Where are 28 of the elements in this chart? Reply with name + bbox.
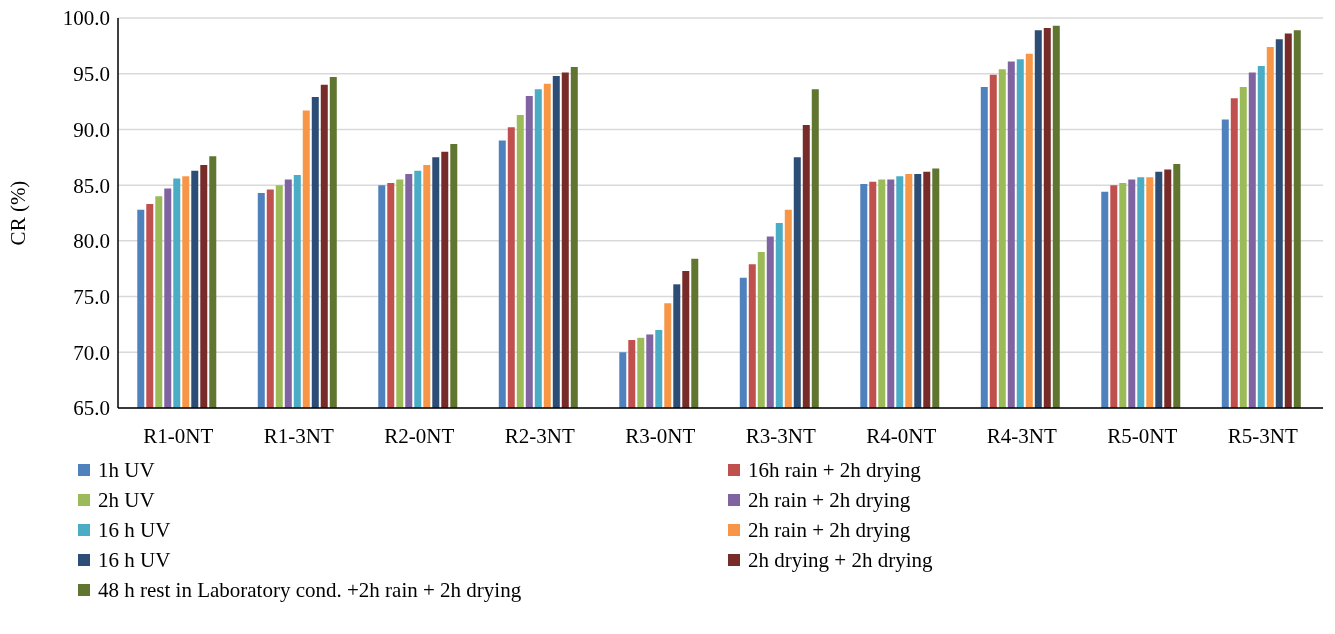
legend-label: 16h rain + 2h drying — [748, 457, 921, 483]
x-tick-label: R4-0NT — [866, 423, 937, 448]
y-tick-label: 70.0 — [73, 340, 110, 365]
x-tick-label: R1-3NT — [263, 423, 334, 448]
x-tick-label: R3-0NT — [625, 423, 696, 448]
y-tick-label: 100.0 — [62, 6, 110, 31]
x-tick-label: R5-0NT — [1107, 423, 1178, 448]
legend-label: 2h rain + 2h drying — [748, 517, 911, 543]
y-tick-label: 75.0 — [73, 285, 110, 310]
legend-label: 16 h UV — [98, 547, 171, 573]
y-tick-label: 80.0 — [73, 229, 110, 254]
legend-label: 2h UV — [98, 487, 155, 513]
legend-label: 16 h UV — [98, 517, 171, 543]
y-tick-label: 65.0 — [73, 396, 110, 421]
legend-label: 2h rain + 2h drying — [748, 487, 911, 513]
y-tick-label: 95.0 — [73, 62, 110, 87]
x-tick-label: R1-0NT — [143, 423, 214, 448]
y-axis-title: CR (%) — [6, 180, 31, 246]
y-tick-label: 85.0 — [73, 173, 110, 198]
x-tick-label: R5-3NT — [1227, 423, 1298, 448]
x-tick-label: R3-3NT — [745, 423, 816, 448]
x-tick-label: R2-0NT — [384, 423, 455, 448]
x-tick-label: R4-3NT — [986, 423, 1057, 448]
legend-label: 1h UV — [98, 457, 155, 483]
x-tick-label: R2-3NT — [504, 423, 575, 448]
legend-label: 48 h rest in Laboratory cond. +2h rain + 2h drying — [98, 577, 522, 603]
y-tick-label: 90.0 — [73, 117, 110, 142]
legend-label: 2h drying + 2h drying — [748, 547, 933, 573]
